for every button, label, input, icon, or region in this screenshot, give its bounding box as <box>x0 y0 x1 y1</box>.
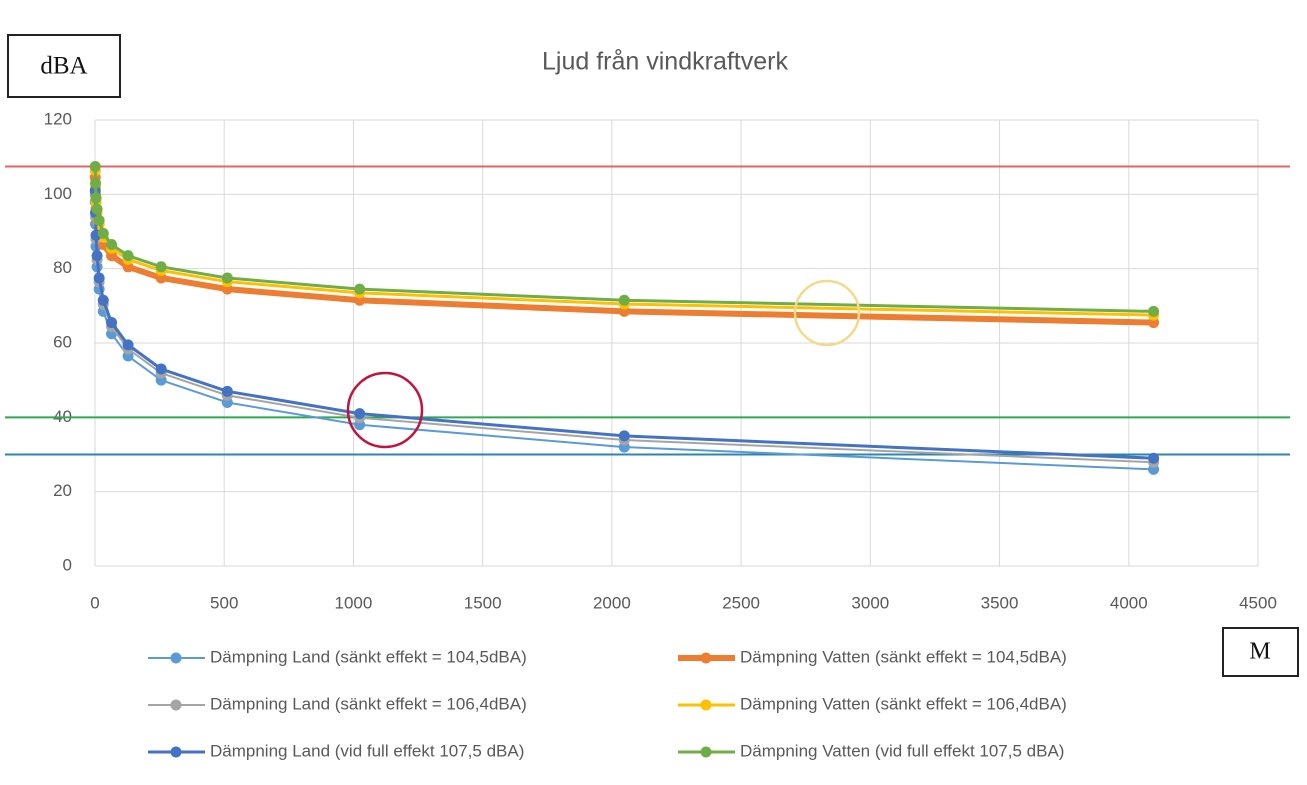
chart-title: Ljud från vindkraftverk <box>542 48 788 76</box>
y-tick-label: 40 <box>53 407 72 426</box>
plot-area: 0 20 40 60 80 100 120 0 500 1000 1500 2000 2500 3000 3… <box>5 109 1290 612</box>
x-tick-label: 500 <box>210 593 238 612</box>
x-tick-label: 0 <box>90 593 99 612</box>
legend-label: Dämpning Land (sänkt effekt = 104,5dBA) <box>210 647 527 666</box>
data-point <box>91 203 103 215</box>
data-point <box>106 239 118 251</box>
x-axis-label: M <box>1249 639 1270 665</box>
data-point <box>91 250 103 262</box>
legend-marker <box>700 652 712 664</box>
data-point <box>618 294 630 306</box>
data-point <box>1148 305 1160 317</box>
x-tick-label: 3000 <box>851 593 889 612</box>
data-point <box>221 272 233 284</box>
data-point <box>90 192 102 204</box>
legend-marker <box>170 652 182 664</box>
data-point <box>354 283 366 295</box>
x-tick-label: 2000 <box>593 593 631 612</box>
y-tick-label: 0 <box>63 555 72 574</box>
x-tick-label: 2500 <box>722 593 760 612</box>
x-tick-label: 3500 <box>981 593 1019 612</box>
y-axis-label: dBA <box>40 53 87 80</box>
data-point <box>122 339 134 351</box>
legend-label: Dämpning Land (vid full effekt 107,5 dBA… <box>210 741 524 760</box>
data-point <box>97 294 109 306</box>
data-point <box>93 272 105 284</box>
legend-marker <box>700 699 712 711</box>
legend-label: Dämpning Vatten (sänkt effekt = 104,5dBA… <box>740 647 1067 666</box>
data-point <box>90 177 102 189</box>
x-tick-label: 4000 <box>1110 593 1148 612</box>
data-point <box>618 430 630 442</box>
data-point <box>155 261 167 273</box>
data-point <box>93 214 105 226</box>
y-tick-label: 100 <box>44 184 72 203</box>
y-tick-label: 60 <box>53 332 72 351</box>
y-tick-label: 80 <box>53 258 72 277</box>
legend-label: Dämpning Land (sänkt effekt = 106,4dBA) <box>210 694 527 713</box>
data-point <box>122 250 134 262</box>
legend-marker <box>170 746 182 758</box>
annotation-circle <box>346 371 424 449</box>
x-tick-label: 1000 <box>335 593 373 612</box>
x-tick-label: 1500 <box>464 593 502 612</box>
annotation-circle <box>793 279 861 347</box>
legend-label: Dämpning Vatten (sänkt effekt = 106,4dBA… <box>740 694 1067 713</box>
data-point <box>89 160 101 172</box>
y-tick-label: 20 <box>53 481 72 500</box>
x-label-box <box>1222 627 1299 677</box>
data-point <box>97 227 109 239</box>
legend-label: Dämpning Vatten (vid full effekt 107,5 d… <box>740 741 1064 760</box>
y-tick-label: 120 <box>44 109 72 128</box>
y-label-box <box>7 34 121 98</box>
data-point <box>354 408 366 420</box>
data-point <box>155 363 167 375</box>
data-point <box>221 385 233 397</box>
x-tick-label: 4500 <box>1239 593 1277 612</box>
legend-marker <box>700 746 712 758</box>
data-point <box>1148 452 1160 464</box>
legend-marker <box>170 699 182 711</box>
data-point <box>106 317 118 329</box>
